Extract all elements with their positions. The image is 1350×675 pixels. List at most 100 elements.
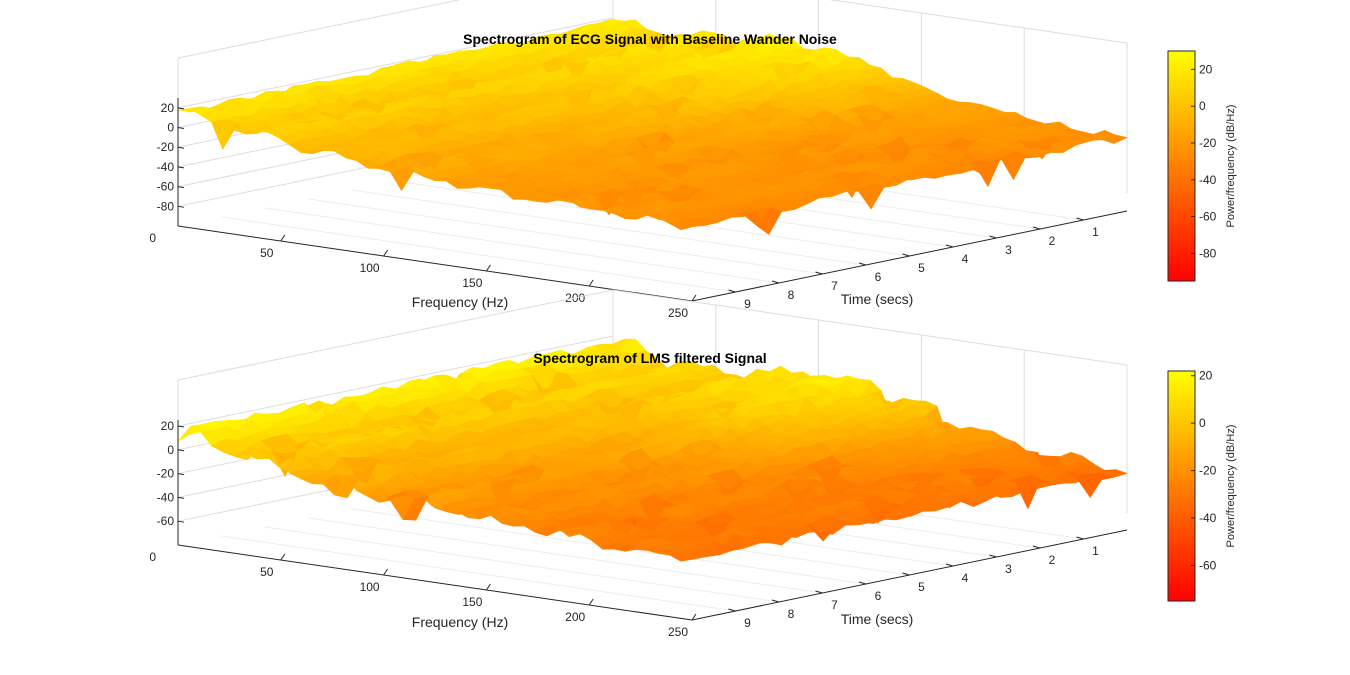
time-tick-mark: [815, 271, 823, 275]
origin-tick-label: 0: [149, 550, 156, 564]
surface-patch: [568, 200, 594, 208]
time-tick-label: 5: [918, 261, 925, 275]
surface-patch: [313, 96, 339, 119]
power-tick-label: -80: [157, 199, 175, 213]
frequency-tick-label: 250: [668, 625, 688, 639]
surface-patch: [513, 193, 538, 200]
surface-patch: [233, 451, 258, 460]
surface-patch: [488, 481, 514, 513]
surface-patch: [468, 514, 493, 520]
origin-tick-label: 0: [149, 231, 156, 245]
surface-patch: [616, 403, 643, 436]
surface-patch: [1000, 157, 1026, 181]
surface-patch: [1035, 454, 1061, 477]
power-tick-label: -20: [157, 467, 175, 481]
power-tick-mark: [177, 473, 185, 476]
grid-line-time: [395, 180, 910, 257]
time-tick-label: 6: [875, 270, 882, 284]
surface-patch: [711, 404, 736, 423]
frequency-tick-mark: [485, 264, 491, 272]
colorbar-frame: [1167, 50, 1196, 282]
surface-patch: [351, 462, 377, 489]
grid-line-time: [264, 207, 780, 284]
spectrogram-surface: [177, 18, 1128, 235]
power-tick-label: 20: [161, 419, 175, 433]
surface-patch: [613, 542, 638, 552]
frequency-tick-label: 50: [260, 246, 274, 260]
colorbar-gradient: [1168, 51, 1195, 281]
power-tick-mark: [177, 205, 185, 208]
power-tick-mark: [177, 166, 185, 169]
time-tick-mark: [989, 235, 997, 239]
grid-line-time: [221, 216, 736, 293]
surface-patch: [463, 158, 489, 175]
time-tick-label: 3: [1005, 562, 1012, 576]
power-tick-mark: [177, 107, 185, 110]
surface-patch: [696, 43, 723, 67]
surface-patch: [540, 61, 566, 82]
surface-patch: [864, 502, 890, 524]
surface-patch: [941, 160, 966, 167]
frequency-tick-label: 150: [462, 595, 482, 609]
surface-patch: [962, 498, 987, 507]
surface-patch: [540, 175, 567, 189]
surface-patch: [969, 477, 996, 494]
surface-patch: [974, 160, 1000, 187]
time-tick-label: 7: [831, 598, 838, 612]
time-tick-mark: [728, 289, 736, 293]
frequency-tick-mark: [588, 279, 594, 287]
surface-patch: [267, 455, 292, 469]
time-tick-mark: [989, 554, 997, 558]
surface-patch: [915, 490, 941, 512]
surface-patch: [810, 527, 835, 542]
time-tick-label: 1: [1092, 225, 1099, 239]
time-tick-label: 4: [962, 571, 969, 585]
surface-patch: [389, 168, 415, 192]
frequency-axis-line: [177, 225, 693, 302]
time-tick-label: 8: [788, 607, 795, 621]
surface-patch: [885, 149, 911, 170]
power-tick-label: 20: [161, 101, 175, 115]
surface-patch: [333, 476, 359, 499]
colorbar-label: Power/frequency (dB/Hz): [1225, 105, 1237, 228]
power-tick-label: 0: [167, 121, 174, 135]
colorbar-tick-label: -60: [1199, 558, 1217, 572]
grid-line-time: [308, 517, 823, 594]
grid-line-time: [351, 189, 867, 266]
colorbar-tick-label: 20: [1199, 62, 1213, 76]
time-tick-mark: [771, 280, 780, 284]
surface-patch: [838, 176, 864, 198]
spectrogram-surface: [177, 338, 1128, 562]
time-tick-mark: [815, 590, 823, 594]
frequency-tick-mark: [691, 613, 697, 621]
power-tick-mark: [177, 127, 185, 130]
chart-title: Spectrogram of ECG Signal with Baseline …: [463, 31, 837, 47]
time-tick-label: 8: [788, 288, 795, 302]
frequency-tick-mark: [691, 294, 697, 302]
colorbar-tick-label: 20: [1199, 369, 1213, 383]
colorbar-tick-label: -40: [1199, 173, 1217, 187]
frequency-tick-label: 100: [360, 580, 380, 594]
surface-patch: [638, 501, 664, 528]
grid-line-power: [177, 17, 614, 109]
surface-patch: [177, 425, 203, 442]
power-tick-mark: [177, 496, 185, 499]
frequency-tick-label: 150: [462, 276, 482, 290]
frequency-tick-mark: [280, 553, 286, 561]
power-tick-label: -40: [157, 160, 175, 174]
surface-patch: [300, 148, 325, 155]
surface-patch: [859, 183, 885, 210]
time-tick-mark: [858, 262, 867, 266]
power-tick-label: -20: [157, 140, 175, 154]
frequency-axis-label: Frequency (Hz): [412, 294, 508, 310]
surface-patch: [501, 520, 527, 527]
colorbar-gradient: [1168, 371, 1195, 601]
colorbar-tick-label: 0: [1199, 99, 1206, 113]
time-tick-label: 6: [875, 589, 882, 603]
surface-patch: [858, 157, 883, 165]
time-tick-label: 2: [1049, 234, 1056, 248]
time-tick-label: 2: [1049, 553, 1056, 567]
surface-patch: [898, 510, 923, 517]
time-axis-label: Time (secs): [841, 611, 914, 627]
